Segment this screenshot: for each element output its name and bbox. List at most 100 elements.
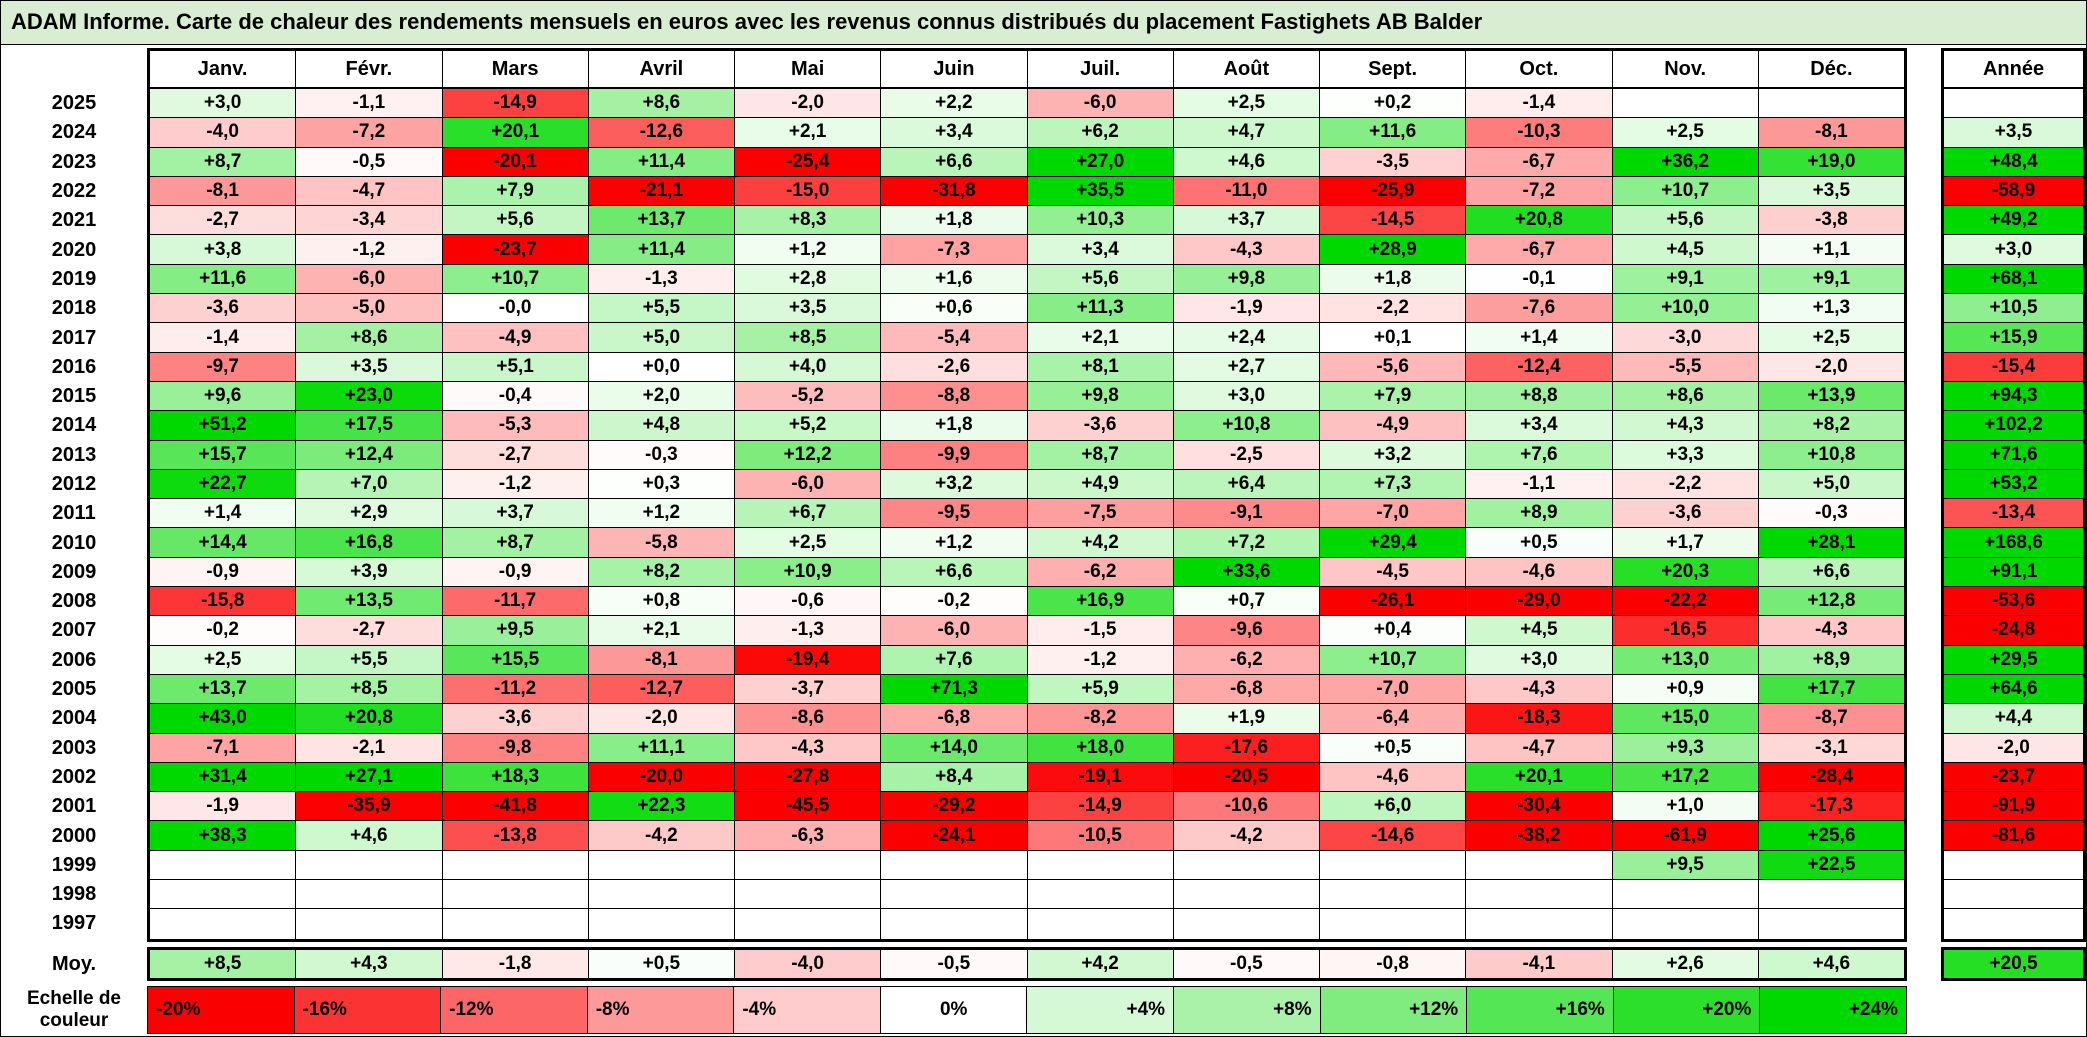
heatmap-cell: +2,5 <box>735 528 882 557</box>
heatmap-cell <box>150 880 297 909</box>
annee-cell <box>1944 89 2083 119</box>
heatmap-cell: -17,3 <box>1758 792 1904 821</box>
heatmap-cell: +13,9 <box>1758 381 1904 411</box>
heatmap-cell: +16,8 <box>296 528 443 557</box>
heatmap-cell: +1,1 <box>1758 235 1904 264</box>
heatmap-cell: +20,8 <box>296 704 443 733</box>
heatmap-cell: +3,4 <box>881 118 1028 147</box>
heatmap-cell: -4,6 <box>1466 557 1613 587</box>
heatmap-cell: +4,7 <box>1173 118 1320 147</box>
heatmap-cell: +0,4 <box>1320 616 1467 645</box>
heatmap-cell: +8,8 <box>1466 381 1613 411</box>
annee-cell: +102,2 <box>1944 411 2083 441</box>
heatmap-cell: +71,3 <box>881 674 1028 704</box>
heatmap-cell: -30,4 <box>1466 792 1613 821</box>
heatmap-cell: -4,7 <box>296 176 443 206</box>
heatmap-cell <box>735 850 882 880</box>
month-header-cell: Oct. <box>1466 51 1613 87</box>
heatmap-cell: -2,7 <box>442 440 589 469</box>
report-title: ADAM Informe. Carte de chaleur des rende… <box>1 1 2086 45</box>
heatmap-cell: -61,9 <box>1612 821 1759 850</box>
color-scale-cell: -4% <box>734 987 881 1033</box>
moy-cell: -0,8 <box>1320 950 1467 978</box>
heatmap-cell <box>296 909 443 939</box>
heatmap-cell: +9,5 <box>442 616 589 645</box>
heatmap-cell: -1,9 <box>150 792 297 821</box>
heatmap-cell: +3,9 <box>296 557 443 587</box>
heatmap-cell: +2,5 <box>150 645 297 674</box>
heatmap-cell: -1,4 <box>1466 89 1613 118</box>
heatmap-cell: +51,2 <box>150 411 297 440</box>
heatmap-cell: +7,3 <box>1320 469 1467 499</box>
heatmap-cell: +12,4 <box>296 440 443 469</box>
heatmap-cell: -8,6 <box>735 704 882 733</box>
annee-cell: +168,6 <box>1944 528 2083 558</box>
annee-cell: -91,9 <box>1944 792 2083 822</box>
heatmap-cell: +0,2 <box>1320 89 1467 118</box>
heatmap-cell: +10,8 <box>1173 411 1320 440</box>
year-label: 2022 <box>51 180 97 203</box>
heatmap-cell: +20,1 <box>442 118 589 147</box>
heatmap-cell: -9,8 <box>442 733 589 762</box>
heatmap-cell: +8,4 <box>881 762 1028 792</box>
heatmap-cell: -45,5 <box>735 792 882 821</box>
heatmap-cell: +36,2 <box>1612 147 1759 176</box>
heatmap-cell: -6,2 <box>1027 557 1174 587</box>
year-label: 2000 <box>51 824 97 847</box>
heatmap-cell: +8,7 <box>1027 440 1174 469</box>
heatmap-cell: -2,0 <box>735 89 882 118</box>
annee-cell: -23,7 <box>1944 762 2083 793</box>
heatmap-cell: -6,8 <box>1173 674 1320 704</box>
heatmap-cell <box>1612 880 1759 909</box>
heatmap-cell: -1,1 <box>296 89 443 118</box>
annee-cell: +68,1 <box>1944 264 2083 295</box>
heatmap-cell: -1,3 <box>588 264 735 294</box>
heatmap-cell: +3,0 <box>1173 381 1320 411</box>
heatmap-rows: +3,0 -1,1 -14,9 +8,6 -2,0 +2,2 -6,0 +2,5 +0,2 -1,… <box>150 89 1904 939</box>
heatmap-row: -1,4 +8,6 -4,9 +5,0 +8,5 -5,4 +2,1 +2,4 +0,1 +1,4… <box>150 323 1904 353</box>
heatmap-cell: +8,2 <box>1758 411 1904 440</box>
heatmap-row: -15,8 +13,5 -11,7 +0,8 -0,6 -0,2 +16,9 +0,7 -26,… <box>150 587 1904 617</box>
annee-cell: +10,5 <box>1944 294 2083 324</box>
heatmap-cell: -6,0 <box>735 469 882 499</box>
heatmap-cell <box>1027 850 1174 880</box>
heatmap-cell: +9,1 <box>1758 264 1904 294</box>
heatmap-cell: -6,8 <box>881 704 1028 733</box>
heatmap-cell: -0,3 <box>1758 499 1904 528</box>
heatmap-row: -9,7 +3,5 +5,1 +0,0 +4,0 -2,6 +8,1 +2,7 -5,6 -12,… <box>150 352 1904 382</box>
heatmap-cell: -8,1 <box>588 645 735 674</box>
heatmap-cell: -3,6 <box>150 294 297 323</box>
year-label: 2010 <box>51 531 97 554</box>
heatmap-cell: -7,0 <box>1320 499 1467 528</box>
heatmap-cell: -4,3 <box>1173 235 1320 264</box>
heatmap-cell <box>588 850 735 880</box>
heatmap-cell: -5,6 <box>1320 352 1467 381</box>
year-label: 2023 <box>51 150 97 173</box>
heatmap-cell <box>150 909 297 939</box>
heatmap-cell: +18,3 <box>442 762 589 792</box>
heatmap-cell: +1,2 <box>735 235 882 264</box>
heatmap-cell: -10,5 <box>1027 821 1174 850</box>
heatmap-cell <box>1758 880 1904 909</box>
heatmap-cell: -12,4 <box>1466 352 1613 381</box>
heatmap-row: +3,8 -1,2 -23,7 +11,4 +1,2 -7,3 +3,4 -4,3 +28,9-… <box>150 235 1904 265</box>
heatmap-cell <box>1320 909 1467 939</box>
heatmap-cell: -6,0 <box>1027 89 1174 118</box>
heatmap-cell: +2,9 <box>296 499 443 528</box>
heatmap-cell: -0,3 <box>588 440 735 469</box>
heatmap-cell: +4,2 <box>1027 528 1174 557</box>
heatmap-cell: +2,5 <box>1612 118 1759 147</box>
heatmap-cell: +0,0 <box>588 352 735 381</box>
heatmap-row: +15,7 +12,4 -2,7 -0,3 +12,2 -9,9 +8,7 -2,5 +3,2 +… <box>150 440 1904 470</box>
heatmap-cell: +11,6 <box>150 264 297 294</box>
moy-cell: -0,5 <box>881 950 1028 978</box>
annee-cell: -81,6 <box>1944 821 2083 851</box>
heatmap-cell: -3,6 <box>1612 499 1759 528</box>
heatmap-cell: -0,4 <box>442 381 589 411</box>
heatmap-cell: +1,3 <box>1758 294 1904 323</box>
heatmap-cell: +8,7 <box>150 147 297 176</box>
month-header-row: Janv. Févr. Mars Avril Mai Juin Juil. Août Sept.… <box>150 51 1904 89</box>
heatmap-cell: +3,3 <box>1612 440 1759 469</box>
heatmap-cell: -29,2 <box>881 792 1028 821</box>
